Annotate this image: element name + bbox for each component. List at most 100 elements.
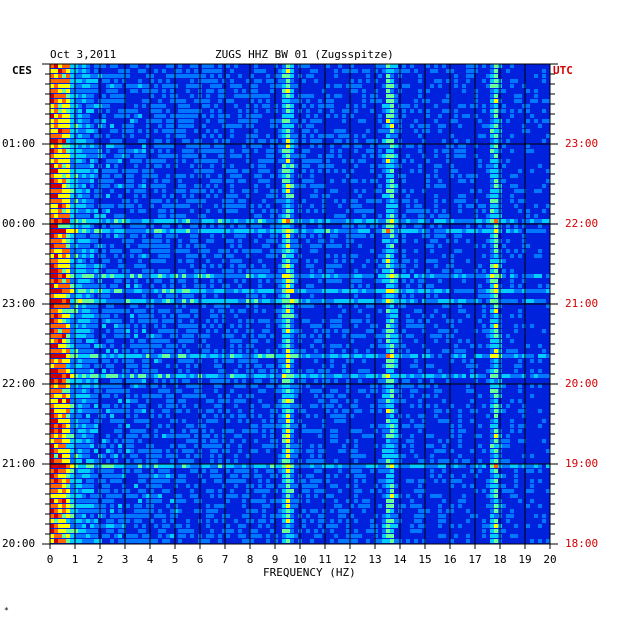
spectrogram-cell [186,424,190,428]
spectrogram-cell [234,374,238,378]
spectrogram-cell [506,299,510,303]
spectrogram-cell [402,229,406,233]
spectrogram-cell [518,374,522,378]
spectrogram-cell [286,79,290,83]
spectrogram-cell [362,119,366,123]
spectrogram-cell [462,374,466,378]
spectrogram-cell [82,164,86,168]
spectrogram-cell [354,89,358,93]
spectrogram-cell [234,234,238,238]
spectrogram-cell [66,119,70,123]
spectrogram-cell [86,94,90,98]
spectrogram-cell [82,439,86,443]
spectrogram-cell [222,354,226,358]
spectrogram-cell [434,409,438,413]
spectrogram-cell [174,204,178,208]
spectrogram-cell [494,119,498,123]
spectrogram-cell [54,184,58,188]
spectrogram-cell [238,409,242,413]
spectrogram-cell [130,359,134,363]
spectrogram-cell [142,99,146,103]
spectrogram-cell [226,299,230,303]
spectrogram-cell [434,229,438,233]
spectrogram-cell [66,249,70,253]
spectrogram-cell [518,424,522,428]
spectrogram-cell [90,149,94,153]
spectrogram-cell [118,224,122,228]
spectrogram-cell [162,89,166,93]
spectrogram-cell [158,79,162,83]
spectrogram-cell [150,334,154,338]
spectrogram-cell [230,84,234,88]
spectrogram-cell [290,174,294,178]
spectrogram-cell [318,289,322,293]
spectrogram-cell [142,194,146,198]
spectrogram-cell [186,349,190,353]
spectrogram-cell [194,314,198,318]
spectrogram-cell [350,219,354,223]
spectrogram-cell [186,314,190,318]
spectrogram-cell [490,199,494,203]
spectrogram-cell [338,324,342,328]
spectrogram-cell [170,194,174,198]
spectrogram-cell [390,414,394,418]
spectrogram-cell [278,364,282,368]
spectrogram-cell [266,159,270,163]
spectrogram-cell [250,99,254,103]
spectrogram-cell [262,389,266,393]
spectrogram-cell [146,84,150,88]
spectrogram-cell [470,369,474,373]
spectrogram-cell [390,349,394,353]
spectrogram-cell [522,299,526,303]
spectrogram-cell [122,99,126,103]
spectrogram-cell [238,359,242,363]
spectrogram-cell [386,154,390,158]
spectrogram-cell [218,249,222,253]
spectrogram-cell [58,329,62,333]
spectrogram-cell [482,374,486,378]
spectrogram-cell [434,324,438,328]
spectrogram-cell [118,319,122,323]
spectrogram-cell [334,114,338,118]
spectrogram-cell [222,234,226,238]
spectrogram-cell [282,164,286,168]
spectrogram-cell [346,344,350,348]
spectrogram-cell [506,334,510,338]
spectrogram-cell [142,209,146,213]
spectrogram-cell [50,179,54,183]
spectrogram-cell [50,114,54,118]
spectrogram-cell [406,379,410,383]
spectrogram-cell [354,134,358,138]
spectrogram-cell [270,224,274,228]
spectrogram-cell [386,274,390,278]
spectrogram-cell [190,319,194,323]
spectrogram-cell [118,399,122,403]
spectrogram-cell [86,144,90,148]
spectrogram-cell [294,219,298,223]
spectrogram-cell [354,439,358,443]
spectrogram-cell [94,234,98,238]
spectrogram-cell [94,304,98,308]
spectrogram-cell [106,229,110,233]
spectrogram-cell [162,384,166,388]
spectrogram-cell [210,149,214,153]
spectrogram-cell [78,319,82,323]
spectrogram-cell [122,439,126,443]
spectrogram-cell [94,189,98,193]
spectrogram-cell [354,104,358,108]
spectrogram-cell [206,319,210,323]
spectrogram-cell [330,359,334,363]
spectrogram-cell [58,174,62,178]
spectrogram-cell [74,199,78,203]
spectrogram-cell [246,304,250,308]
spectrogram-cell [118,374,122,378]
spectrogram-cell [114,299,118,303]
spectrogram-cell [302,154,306,158]
spectrogram-cell [50,294,54,298]
spectrogram-cell [326,94,330,98]
spectrogram-cell [162,389,166,393]
spectrogram-cell [390,314,394,318]
spectrogram-cell [494,214,498,218]
spectrogram-cell [254,214,258,218]
spectrogram-cell [326,409,330,413]
